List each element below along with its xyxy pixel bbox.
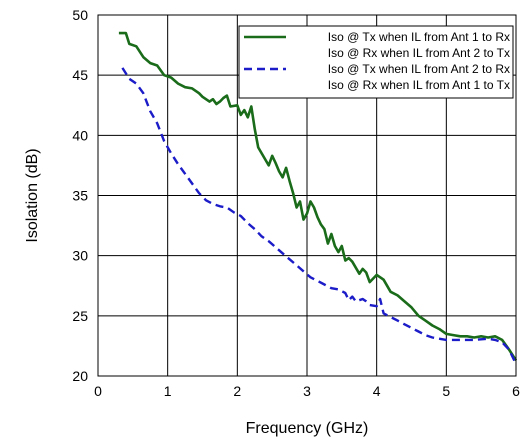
y-tick-label: 40 — [72, 127, 88, 143]
x-tick-label: 4 — [373, 383, 381, 399]
legend-label-3: Iso @ Tx when IL from Ant 2 to Rx — [328, 62, 510, 76]
x-tick-label: 0 — [94, 383, 102, 399]
legend-label-4: Iso @ Rx when IL from Ant 1 to Tx — [328, 78, 510, 92]
series-lines — [118, 31, 518, 365]
x-tick-label: 5 — [442, 383, 450, 399]
y-tick-label: 25 — [72, 308, 88, 324]
y-tick-label: 30 — [72, 248, 88, 264]
y-tick-label: 20 — [72, 368, 88, 384]
series-line-3 — [121, 67, 518, 365]
series-line-1 — [118, 31, 518, 362]
x-axis-title: Frequency (GHz) — [246, 420, 369, 437]
legend: Iso @ Tx when IL from Ant 1 to Rx Iso @ R… — [238, 25, 514, 99]
legend-label-1: Iso @ Tx when IL from Ant 1 to Rx — [328, 30, 510, 44]
x-tick-label: 3 — [303, 383, 311, 399]
x-tick-label: 2 — [233, 383, 241, 399]
y-tick-label: 35 — [72, 188, 88, 204]
y-tick-label: 50 — [72, 7, 88, 23]
plot-area-frame — [97, 14, 517, 377]
y-tick-label: 45 — [72, 67, 88, 83]
x-tick-label: 1 — [164, 383, 172, 399]
y-axis-ticks: 20 25 30 35 40 45 50 — [72, 7, 88, 384]
x-axis-ticks: 0 1 2 3 4 5 6 — [94, 383, 520, 399]
x-tick-label: 6 — [512, 383, 520, 399]
legend-label-2: Iso @ Rx when IL from Ant 2 to Tx — [328, 46, 510, 60]
y-axis-title: Isolation (dB) — [24, 148, 41, 242]
